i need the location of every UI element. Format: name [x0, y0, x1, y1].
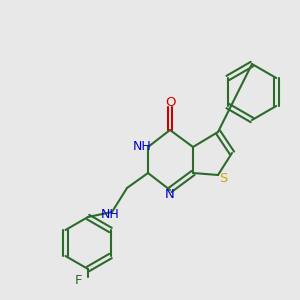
- Text: O: O: [165, 95, 175, 109]
- Text: N: N: [165, 188, 175, 202]
- Text: NH: NH: [133, 140, 152, 154]
- Text: F: F: [74, 274, 82, 287]
- Text: NH: NH: [100, 208, 119, 220]
- Text: S: S: [219, 172, 227, 184]
